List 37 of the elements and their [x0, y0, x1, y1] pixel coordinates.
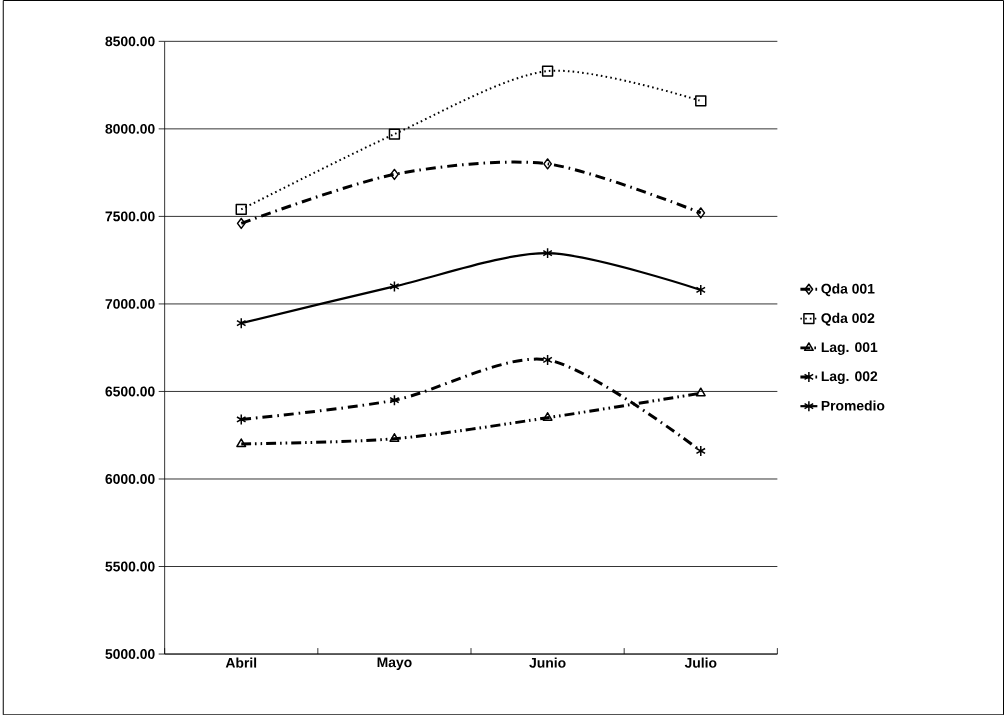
point [389, 432, 400, 442]
y-tick-label: 6000.00 [105, 473, 155, 484]
x-tick-label: Junio [529, 657, 566, 668]
point [695, 387, 706, 397]
point [388, 128, 401, 140]
legend-label: Lag. 001 [821, 342, 878, 355]
point [235, 203, 247, 215]
point [236, 438, 247, 448]
point [542, 354, 553, 366]
point [543, 158, 553, 170]
y-tick-label: 8500.00 [105, 36, 155, 47]
x-tick-label: Mayo [377, 657, 412, 670]
point [236, 317, 247, 329]
point [695, 94, 707, 107]
y-tick-label: 5000.00 [105, 648, 155, 659]
x-tick-label: Abril [225, 657, 257, 668]
point [236, 413, 247, 426]
point [695, 284, 706, 296]
y-tick-label: 7500.00 [105, 211, 155, 222]
point [542, 247, 553, 259]
legend-label: Lag. 002 [821, 371, 878, 384]
y-tick-label: 7000.00 [105, 298, 155, 309]
legend-label: Promedio [821, 400, 885, 411]
point [236, 217, 246, 229]
point [696, 207, 706, 219]
legend-label: Qda 001 [821, 283, 875, 297]
point [541, 65, 554, 77]
y-tick-label: 8000.00 [105, 123, 155, 134]
y-tick-label: 6500.00 [105, 386, 155, 397]
y-tick-label: 5500.00 [105, 561, 155, 572]
point [389, 168, 399, 180]
x-tick-label: Julio [684, 657, 717, 668]
point [389, 394, 400, 406]
point [389, 280, 400, 292]
point [695, 445, 706, 457]
point [542, 411, 553, 421]
legend-label: Qda 002 [821, 312, 875, 326]
